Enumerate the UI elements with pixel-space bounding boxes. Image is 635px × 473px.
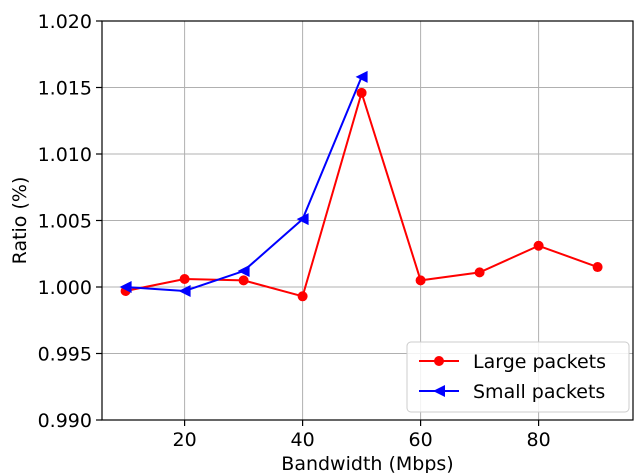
series-1-point (237, 265, 250, 278)
axis-ticks: 20 40 60 80 0.990 0.995 1.000 1.005 1.010 1.015 1.… (38, 11, 551, 451)
y-tick-label: 1.000 (38, 277, 92, 299)
series-0-point (356, 87, 367, 98)
series-1-group (119, 70, 368, 297)
x-axis-label: Bandwidth (Mbps) (281, 453, 453, 473)
series-1-point (119, 281, 132, 293)
legend-marker-1 (433, 385, 445, 397)
series-0-line (125, 89, 598, 298)
legend-label-1: Small packets (473, 381, 605, 403)
series-layer (119, 70, 603, 302)
series-0-point (415, 275, 426, 286)
series-0-point (592, 262, 603, 273)
legend-marker-0 (434, 356, 444, 366)
y-tick-label: 1.020 (38, 11, 92, 33)
x-tick-label: 20 (173, 429, 197, 451)
series-0-point (238, 275, 249, 286)
series-1-line (125, 76, 363, 293)
legend-label-0: Large packets (473, 351, 606, 373)
y-tick-label: 1.015 (38, 78, 92, 100)
y-tick-label: 1.010 (38, 144, 92, 166)
series-1-point (296, 213, 309, 226)
legend-box (406, 341, 630, 413)
series-0-point (533, 240, 544, 251)
series-0-group (120, 87, 603, 302)
series-1-point (355, 70, 368, 83)
y-tick-label: 0.990 (38, 410, 92, 432)
legend: Large packets Small packets (406, 341, 630, 413)
series-1-point (178, 284, 191, 297)
series-0-point (179, 274, 190, 285)
series-0-point (297, 291, 308, 302)
x-tick-label: 40 (291, 429, 315, 451)
y-axis-label: Ratio (%) (9, 177, 31, 265)
y-tick-label: 1.005 (38, 211, 92, 233)
x-tick-label: 60 (409, 429, 433, 451)
y-tick-label: 0.995 (38, 344, 92, 366)
series-0-point (474, 267, 485, 278)
x-tick-label: 80 (527, 429, 551, 451)
